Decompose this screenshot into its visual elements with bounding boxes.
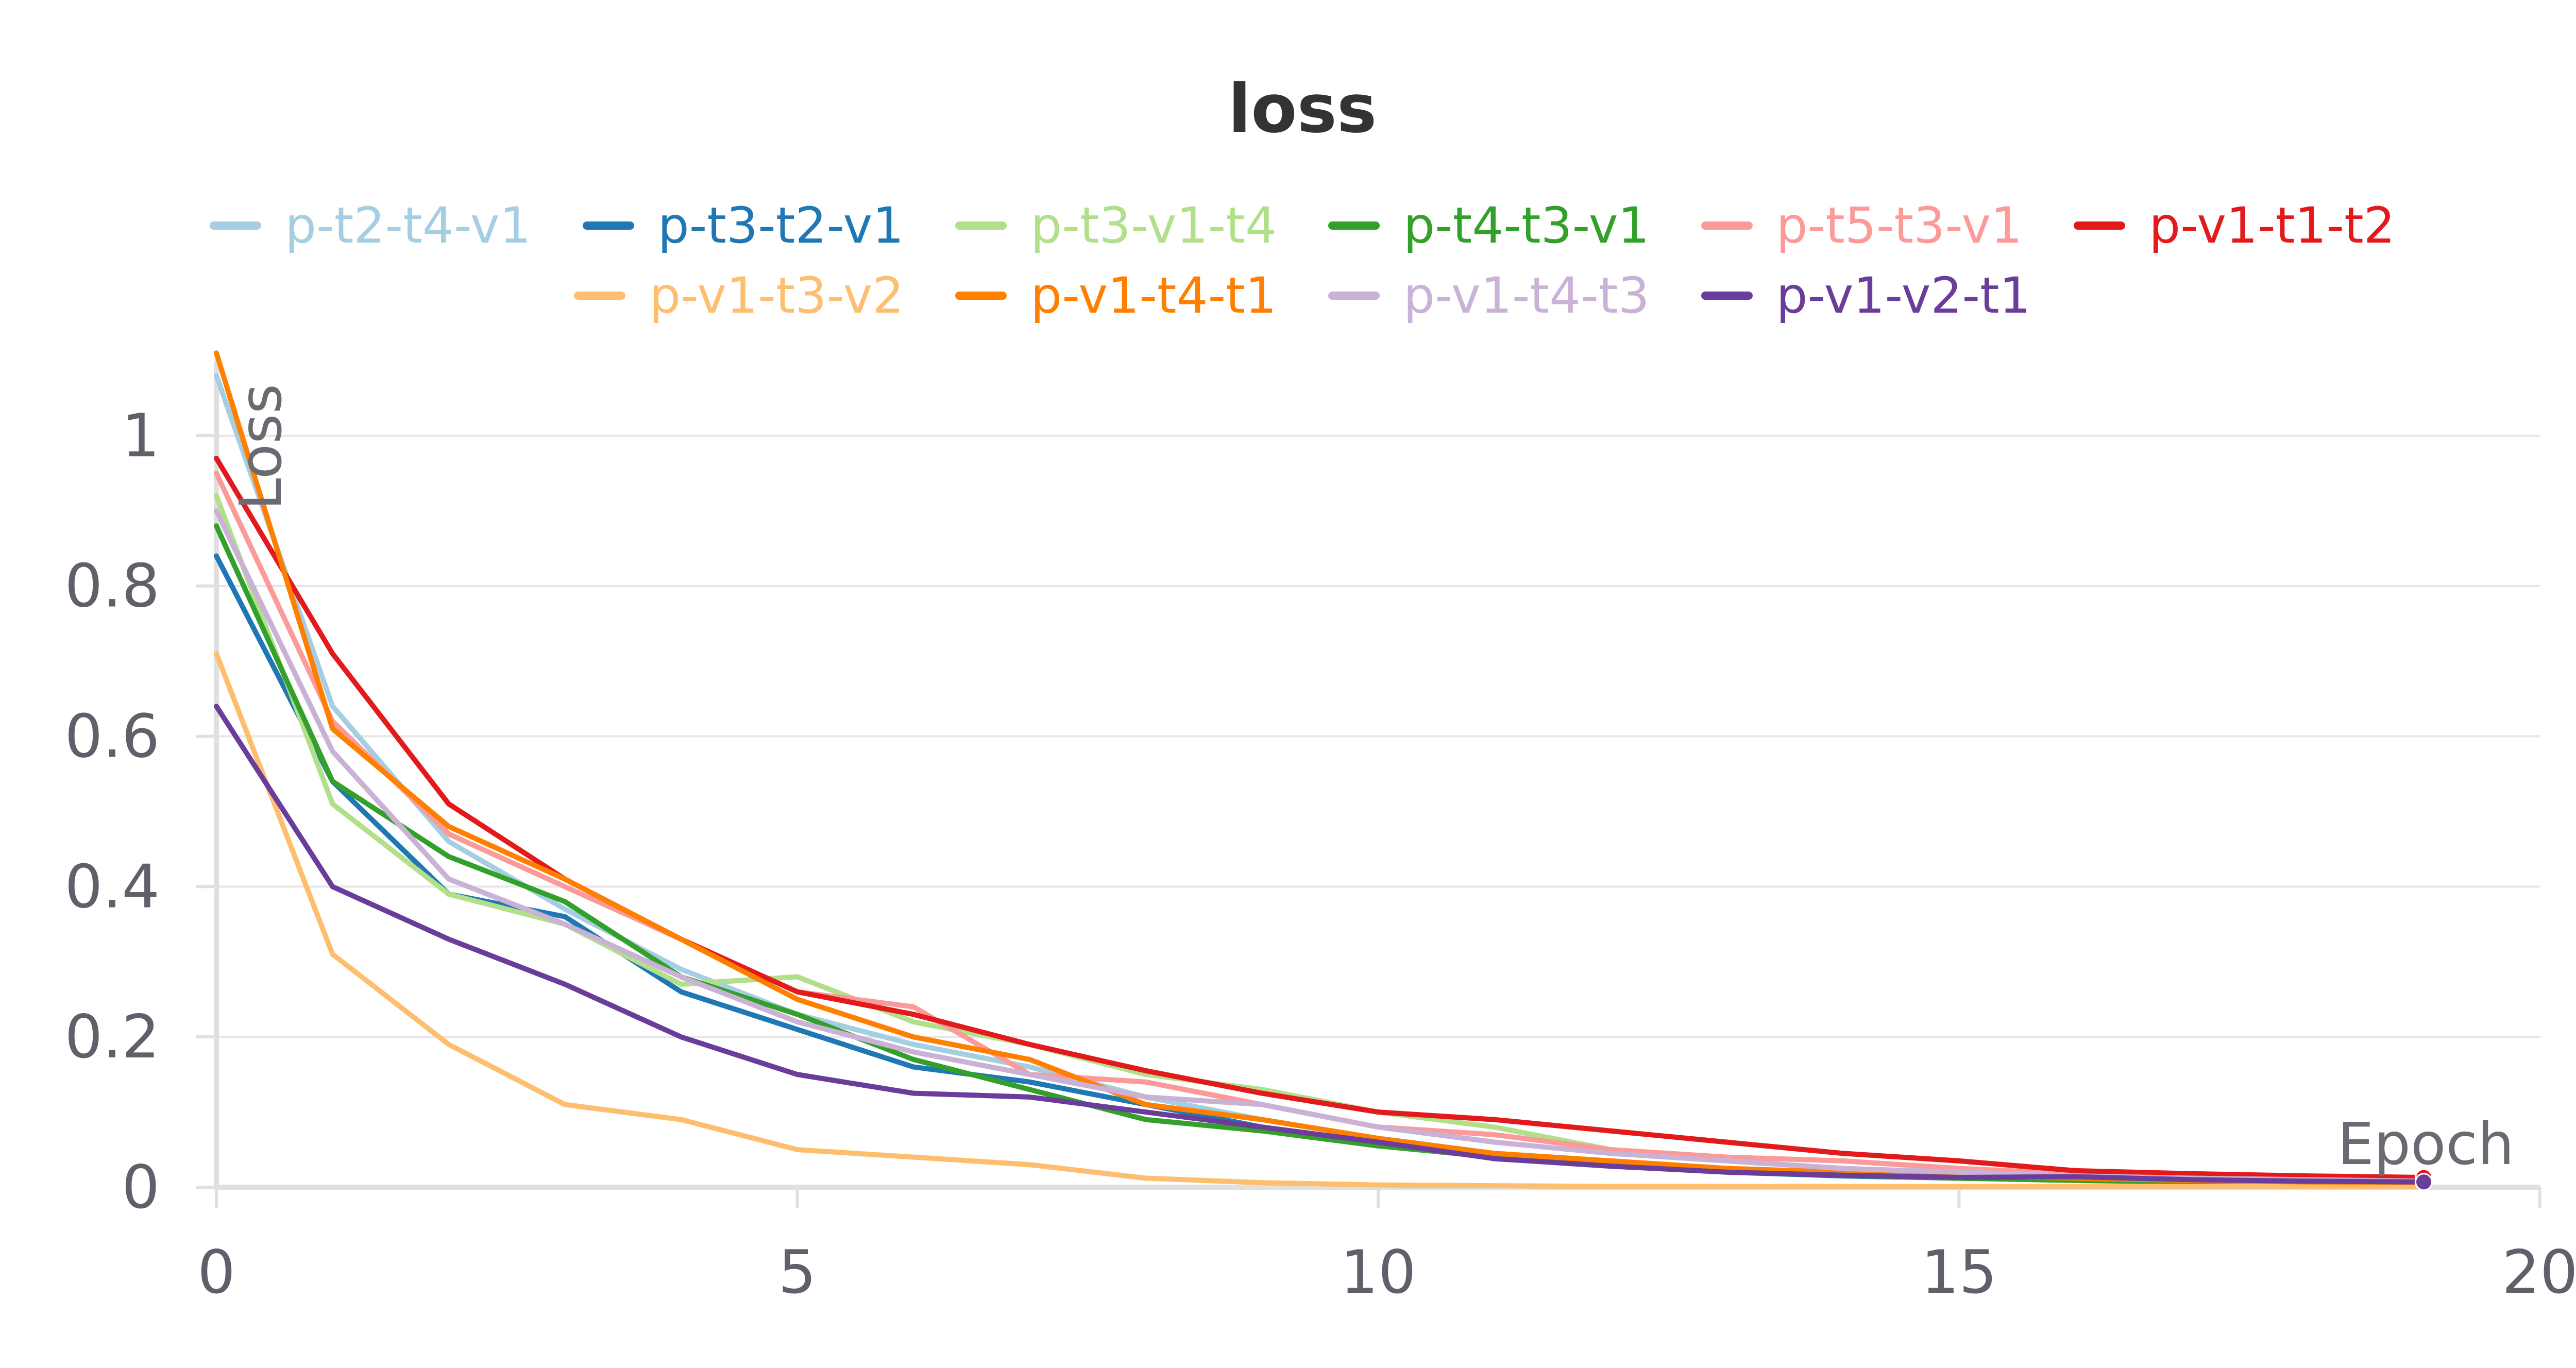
series-line	[214, 523, 2427, 1186]
legend-swatch	[1328, 292, 1380, 300]
legend-label: p-v1-t4-t1	[1030, 267, 1277, 324]
legend-item[interactable]: p-t4-t3-v1	[1328, 197, 1650, 254]
legend-swatch	[1701, 221, 1753, 230]
legend-row: p-v1-t3-v2 p-v1-t4-t1 p-v1-t4-t3 p-v1-v2-t1	[0, 261, 2576, 331]
legend-label: p-t3-v1-t4	[1030, 197, 1277, 254]
y-tick-label: 0.4	[65, 852, 160, 921]
series-line	[214, 373, 2427, 1186]
legend-label: p-t4-t3-v1	[1403, 197, 1650, 254]
x-tick-label: 0	[197, 1238, 235, 1307]
grid	[216, 434, 2540, 1038]
legend-swatch	[2074, 221, 2126, 230]
x-tick-label: 5	[778, 1238, 817, 1307]
end-point-marker	[2415, 1173, 2433, 1191]
legend-swatch	[210, 221, 262, 230]
axes	[196, 361, 2541, 1208]
legend-label: p-v1-t4-t3	[1403, 267, 1650, 324]
legend-item[interactable]: p-v1-t4-t3	[1328, 267, 1650, 324]
legend-swatch	[574, 292, 626, 300]
legend-label: p-v1-t1-t2	[2149, 197, 2395, 254]
legend-label: p-t2-t4-v1	[285, 197, 531, 254]
series-line	[214, 651, 2427, 1189]
legend-swatch	[955, 292, 1007, 300]
legend-label: p-t3-t2-v1	[657, 197, 904, 254]
legend-swatch	[1328, 221, 1380, 230]
y-axis-title: Loss	[228, 384, 295, 510]
y-tick-label: 0.8	[65, 552, 160, 621]
legend-label: p-v1-v2-t1	[1776, 267, 2031, 324]
legend-label: p-v1-t3-v2	[649, 267, 904, 324]
legend-swatch	[582, 221, 634, 230]
legend-item[interactable]: p-t2-t4-v1	[210, 197, 531, 254]
x-tick-label: 15	[1921, 1238, 1997, 1307]
legend-item[interactable]: p-t5-t3-v1	[1701, 197, 2023, 254]
series-line	[214, 350, 2427, 1186]
series-line	[214, 493, 2427, 1186]
series-line	[214, 455, 2427, 1180]
x-axis-title: Epoch	[2337, 1111, 2514, 1178]
legend-swatch	[955, 221, 1007, 230]
legend-item[interactable]: p-v1-t1-t2	[2074, 197, 2395, 254]
legend-item[interactable]: p-v1-v2-t1	[1701, 267, 2031, 324]
y-tick-label: 0.2	[65, 1002, 160, 1072]
legend-item[interactable]: p-t3-t2-v1	[582, 197, 904, 254]
series-line	[214, 508, 2427, 1184]
series-line	[214, 704, 2427, 1185]
x-tick-label: 10	[1340, 1238, 1416, 1307]
chart-legend: p-t2-t4-v1 p-t3-t2-v1 p-t3-v1-t4 p-t4-t3-v1…	[0, 191, 2576, 331]
legend-swatch	[1701, 292, 1753, 300]
series-lines	[214, 350, 2433, 1191]
series-line	[214, 470, 2427, 1184]
y-tick-label: 0.6	[65, 702, 160, 772]
legend-row: p-t2-t4-v1 p-t3-t2-v1 p-t3-v1-t4 p-t4-t3-v1…	[0, 191, 2576, 261]
chart-title: loss	[1228, 70, 1377, 148]
legend-item[interactable]: p-v1-t3-v2	[574, 267, 904, 324]
legend-item[interactable]: p-v1-t4-t1	[955, 267, 1277, 324]
legend-item[interactable]: p-t3-v1-t4	[955, 197, 1277, 254]
legend-label: p-t5-t3-v1	[1776, 197, 2023, 254]
x-tick-label: 20	[2502, 1238, 2576, 1307]
y-tick-label: 0	[122, 1153, 160, 1222]
y-tick-label: 1	[122, 401, 160, 471]
